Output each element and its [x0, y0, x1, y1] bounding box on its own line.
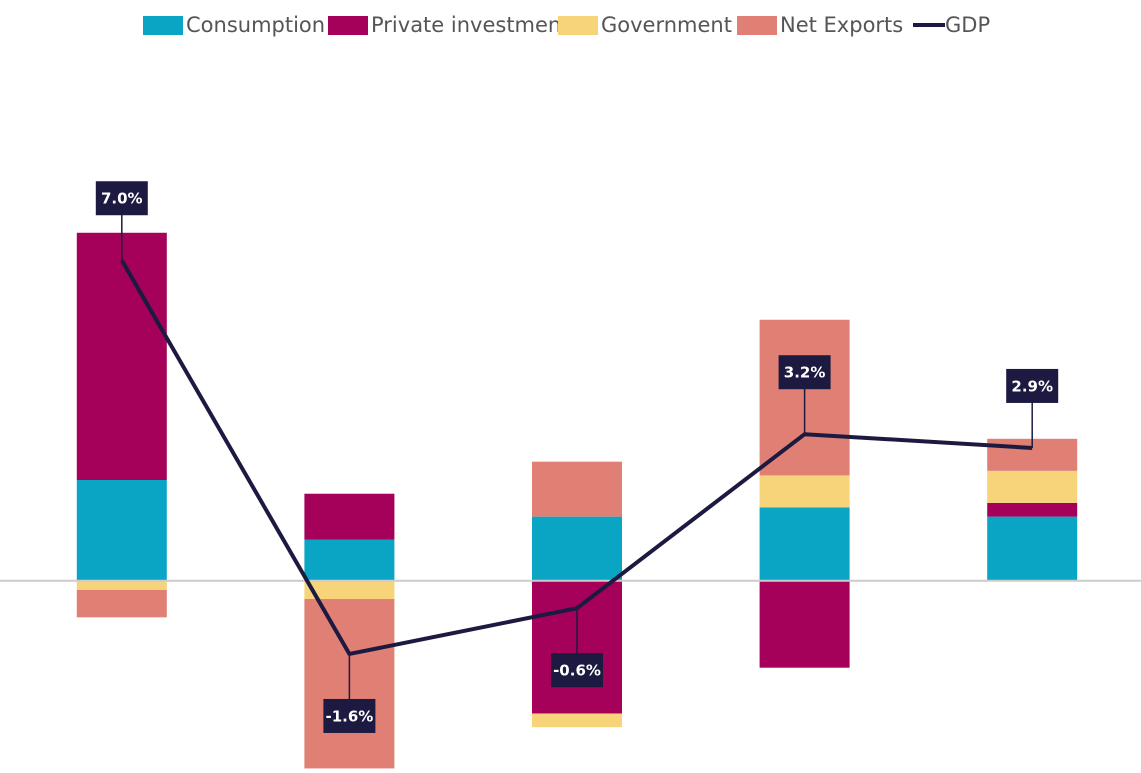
legend-swatch [328, 16, 368, 35]
bar-segment [76, 589, 167, 618]
label-box [1006, 368, 1059, 403]
label-box [95, 181, 148, 216]
label-box [323, 698, 376, 733]
bar-segment [759, 580, 850, 668]
bar-segment [304, 493, 395, 540]
legend-swatch [737, 16, 777, 35]
gdp-label: -0.6% [553, 662, 601, 680]
bar-segment [532, 461, 622, 517]
legend-text: Net Exports [780, 13, 903, 37]
gdp-label: 7.0% [101, 190, 143, 208]
legend-text: Consumption [186, 13, 325, 37]
label-box [551, 653, 603, 688]
bar-segment [987, 470, 1078, 503]
bar-segment [532, 516, 622, 581]
legend-swatch [558, 16, 598, 35]
bar-segment [987, 502, 1078, 517]
label-box [778, 355, 831, 390]
bar-segment [76, 479, 167, 581]
bar-segment [304, 580, 395, 600]
bar-segment [532, 713, 622, 728]
bar-segment [759, 507, 850, 581]
legend-text: GDP [945, 13, 990, 37]
legend-text: Private investment [371, 13, 569, 37]
gdp-label: 3.2% [784, 364, 826, 382]
bar-segment [76, 232, 167, 480]
bar-segment [304, 539, 395, 581]
gdp-label: 2.9% [1011, 377, 1053, 395]
gdp-label: -1.6% [325, 707, 373, 725]
legend-text: Government [601, 13, 732, 37]
bar-segment [987, 516, 1078, 581]
bar-segment [759, 475, 850, 508]
bar-segment [76, 580, 167, 590]
legend-swatch [143, 16, 183, 35]
